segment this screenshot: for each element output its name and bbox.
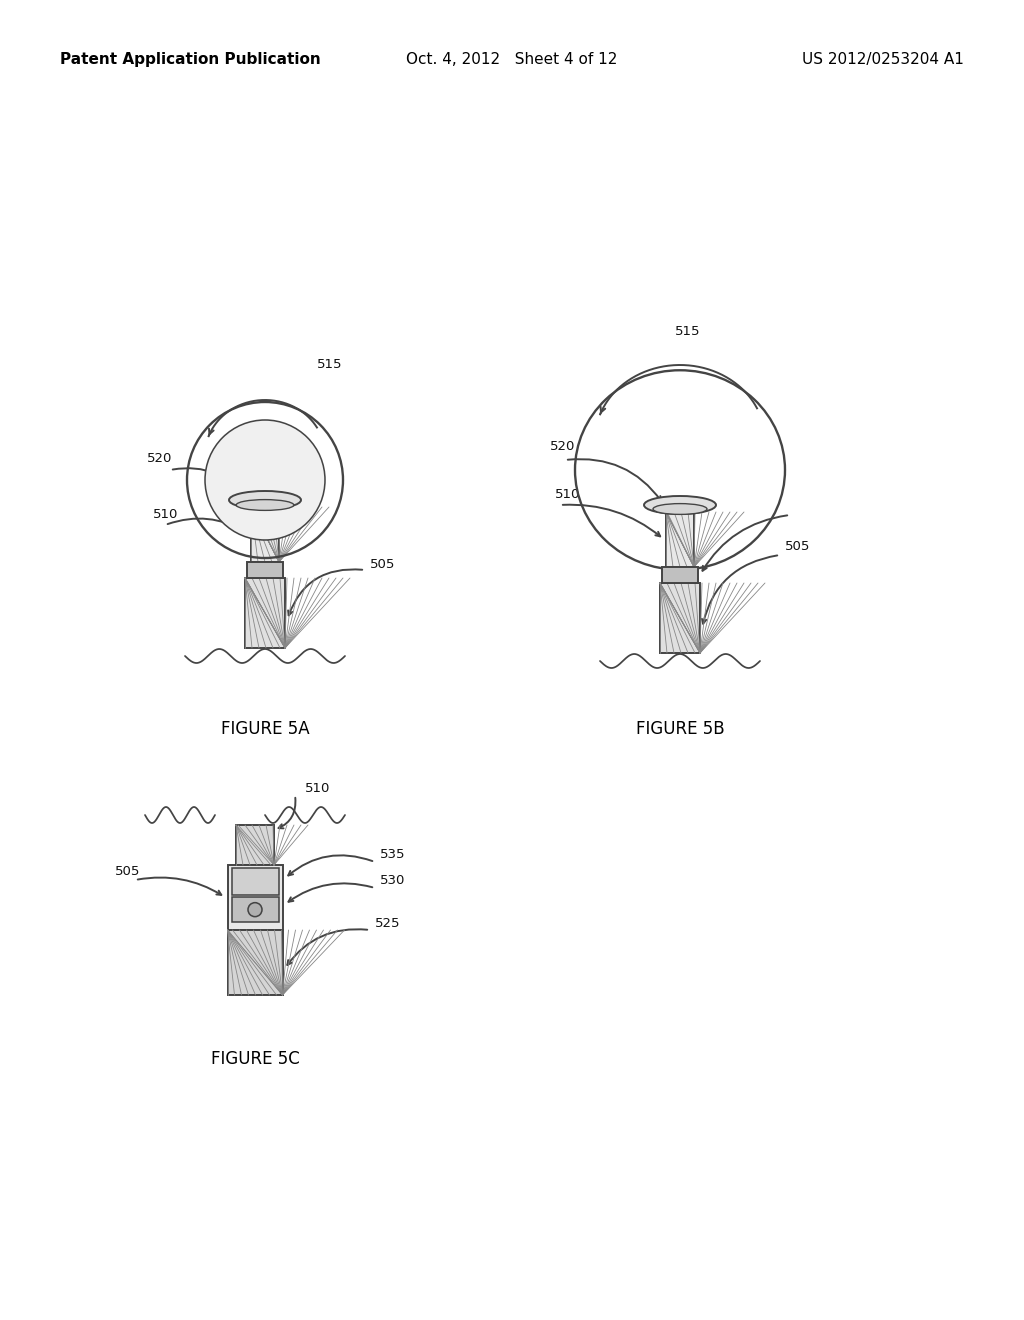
Text: 505: 505 xyxy=(115,865,140,878)
Bar xyxy=(662,568,698,583)
Ellipse shape xyxy=(205,420,325,540)
Text: FIGURE 5B: FIGURE 5B xyxy=(636,719,724,738)
Ellipse shape xyxy=(644,496,716,513)
Bar xyxy=(247,562,283,578)
Text: 515: 515 xyxy=(317,358,342,371)
Text: 520: 520 xyxy=(550,440,575,453)
Bar xyxy=(245,578,285,648)
Ellipse shape xyxy=(248,903,262,916)
Text: 515: 515 xyxy=(675,325,700,338)
Bar xyxy=(251,507,279,562)
Text: 510: 510 xyxy=(153,508,178,521)
Text: 510: 510 xyxy=(305,781,331,795)
Text: 510: 510 xyxy=(555,488,581,502)
Bar xyxy=(231,898,279,921)
Text: FIGURE 5C: FIGURE 5C xyxy=(211,1049,299,1068)
Bar xyxy=(227,865,283,931)
Bar xyxy=(236,825,274,865)
Text: 505: 505 xyxy=(370,558,395,572)
Text: Oct. 4, 2012   Sheet 4 of 12: Oct. 4, 2012 Sheet 4 of 12 xyxy=(407,51,617,67)
Text: 525: 525 xyxy=(375,917,400,931)
Ellipse shape xyxy=(229,491,301,510)
Text: 505: 505 xyxy=(785,540,810,553)
Text: FIGURE 5A: FIGURE 5A xyxy=(221,719,309,738)
Text: US 2012/0253204 A1: US 2012/0253204 A1 xyxy=(802,51,964,67)
Bar xyxy=(666,512,694,568)
Bar xyxy=(660,583,700,653)
Text: 535: 535 xyxy=(380,847,406,861)
Bar xyxy=(231,869,279,895)
Text: 520: 520 xyxy=(147,451,172,465)
Text: Patent Application Publication: Patent Application Publication xyxy=(60,51,321,67)
Ellipse shape xyxy=(653,504,707,515)
Ellipse shape xyxy=(237,499,294,511)
Text: 530: 530 xyxy=(380,874,406,887)
Bar xyxy=(227,931,283,995)
